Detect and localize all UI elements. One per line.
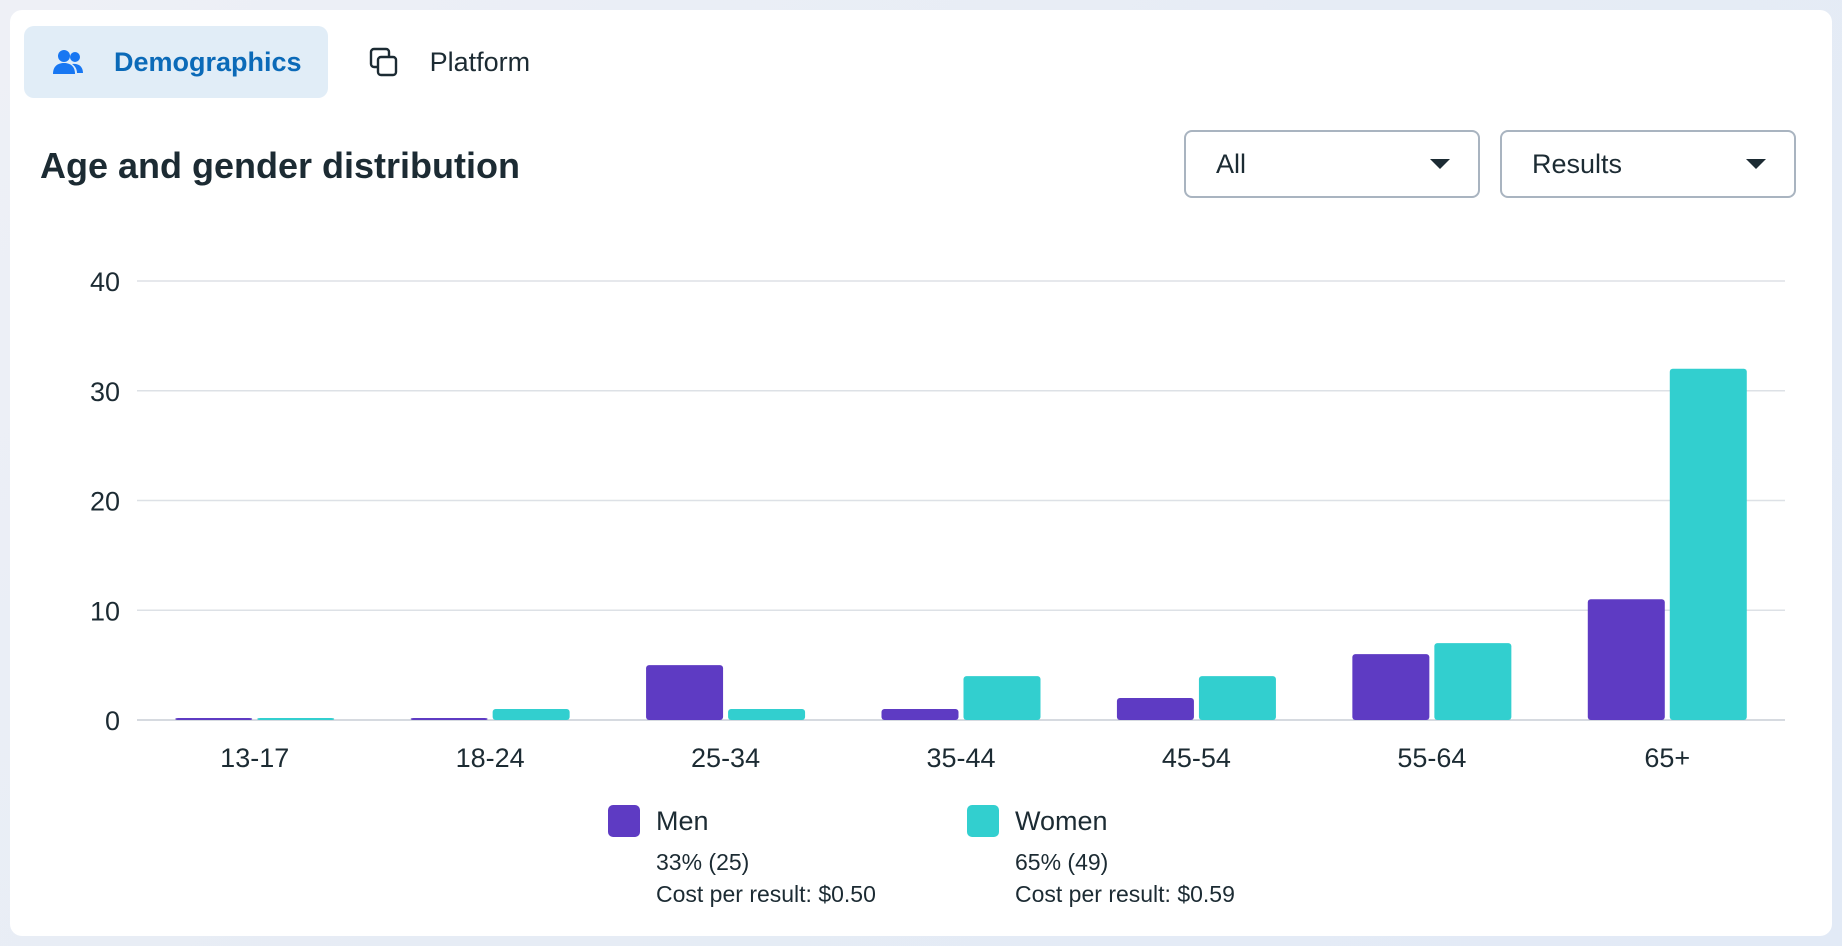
people-icon [50,44,86,80]
x-tick-label: 55-64 [1397,743,1466,773]
legend-cost-men: Cost per result: $0.50 [656,881,876,907]
bar-men-18-24[interactable] [410,718,488,720]
caret-down-icon [1430,159,1450,169]
y-tick-label: 10 [90,596,120,626]
overlapping-windows-icon [366,44,402,80]
legend-swatch-women [967,805,999,837]
tab-bar: Demographics Platform [24,26,568,98]
x-tick-label: 13-17 [220,743,289,773]
legend-label-men: Men [656,806,709,836]
bar-women-25-34[interactable] [728,709,806,720]
bar-men-35-44[interactable] [881,709,959,720]
bar-women-55-64[interactable] [1434,643,1512,720]
bar-men-25-34[interactable] [646,665,724,720]
chart-title: Age and gender distribution [40,145,521,186]
caret-down-icon [1746,159,1766,169]
bar-men-55-64[interactable] [1352,654,1430,720]
bar-women-35-44[interactable] [963,676,1041,720]
x-tick-label: 25-34 [691,743,760,773]
y-tick-label: 0 [105,706,120,736]
bar-men-65+[interactable] [1587,599,1665,720]
bar-women-18-24[interactable] [492,709,570,720]
bar-men-45-54[interactable] [1116,698,1194,720]
tab-demographics[interactable]: Demographics [24,26,328,98]
legend-share-women: 65% (49) [1015,849,1109,875]
metric-dropdown[interactable]: Results [1500,130,1796,198]
x-tick-label: 35-44 [926,743,995,773]
legend-label-women: Women [1015,806,1108,836]
y-tick-label: 20 [90,487,120,517]
legend-share-men: 33% (25) [656,849,750,875]
tab-demographics-label: Demographics [114,46,302,77]
audience-dropdown[interactable]: All [1184,130,1480,198]
tab-platform-label: Platform [429,46,531,77]
x-tick-label: 18-24 [456,743,525,773]
bar-women-45-54[interactable] [1198,676,1276,720]
legend-cost-women: Cost per result: $0.59 [1015,881,1235,907]
chart-card: Demographics Platform Age and gender dis… [10,10,1832,936]
x-tick-label: 65+ [1644,743,1690,773]
legend-swatch-men [608,805,640,837]
tab-platform[interactable]: Platform [340,26,557,98]
bar-men-13-17[interactable] [175,718,253,720]
bar-women-65+[interactable] [1669,368,1747,720]
bar-women-13-17[interactable] [257,718,335,720]
audience-dropdown-value: All [1216,148,1247,179]
y-tick-label: 40 [90,267,120,297]
x-tick-label: 45-54 [1162,743,1231,773]
metric-dropdown-value: Results [1532,148,1623,179]
bar-chart: 0 10 20 30 40 13-17 18-24 25-34 35-44 45-54 55-64 6… [90,267,1785,773]
y-tick-label: 30 [90,377,120,407]
